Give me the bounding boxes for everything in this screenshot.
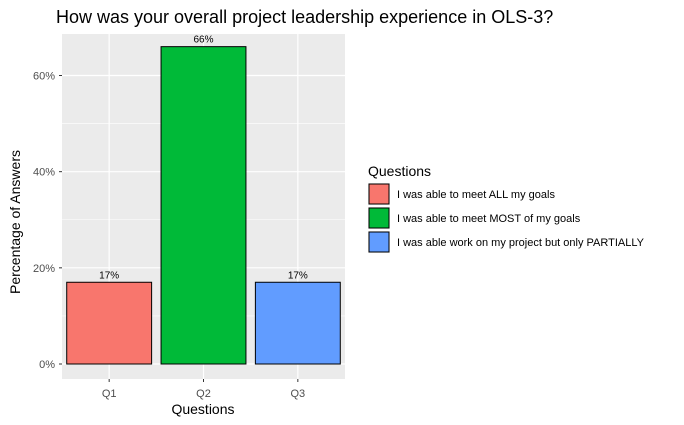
legend-swatch (368, 183, 390, 205)
y-tick-label: 40% (33, 167, 55, 179)
y-tick-label: 0% (39, 359, 55, 371)
chart-title: How was your overall project leadership … (56, 7, 553, 27)
data-label: 66% (193, 35, 213, 46)
bars (66, 46, 341, 365)
legend-label: I was able work on my project but only P… (397, 237, 645, 249)
x-axis-title: Questions (171, 401, 234, 417)
y-axis-ticks: 0% 20% 40% 60% (33, 71, 62, 371)
legend-title: Questions (368, 163, 431, 179)
legend: Questions I was able to meet ALL my goal… (368, 163, 645, 253)
x-tick-label: Q2 (196, 388, 211, 400)
x-axis-ticks: Q1 Q2 Q3 (102, 379, 305, 400)
x-tick-label: Q3 (290, 388, 305, 400)
y-tick-label: 60% (33, 71, 55, 83)
bar-q2 (160, 46, 247, 365)
y-tick-label: 20% (33, 263, 55, 275)
legend-swatch (368, 207, 390, 229)
data-label: 17% (99, 270, 119, 281)
data-labels: 17% 66% 17% (99, 35, 308, 282)
bar-q1 (66, 281, 153, 365)
legend-swatch (368, 231, 390, 253)
data-label: 17% (288, 270, 308, 281)
bar-q3 (254, 281, 341, 365)
x-tick-label: Q1 (102, 388, 117, 400)
legend-label: I was able to meet MOST of my goals (397, 213, 581, 225)
y-axis-title: Percentage of Answers (7, 150, 23, 294)
legend-label: I was able to meet ALL my goals (397, 189, 555, 201)
